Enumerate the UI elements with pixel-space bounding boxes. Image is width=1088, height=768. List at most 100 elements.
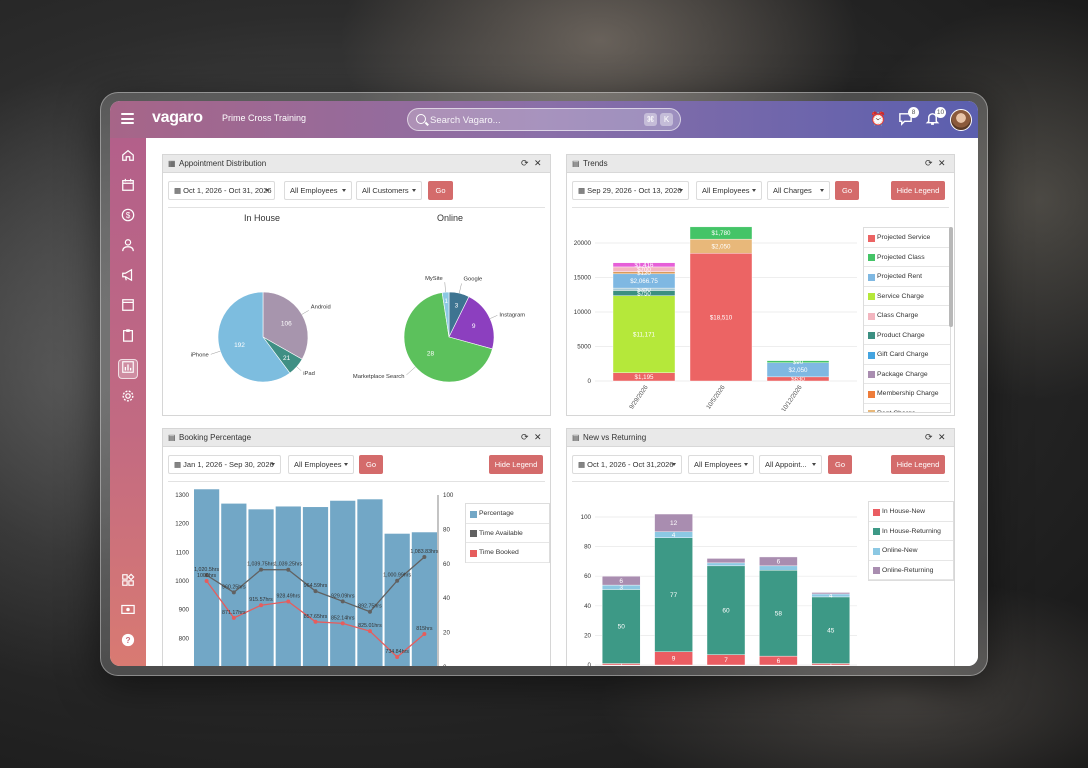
go-button[interactable]: Go <box>428 181 453 200</box>
pie-name-label: iPad <box>303 371 315 377</box>
go-button[interactable]: Go <box>359 455 383 474</box>
close-icon[interactable]: ✕ <box>938 432 946 442</box>
reports-icon[interactable] <box>118 359 138 379</box>
search-bar[interactable]: ⌘ K <box>407 108 681 131</box>
trends-legend: Projected Service Projected Class Projecte… <box>863 227 951 413</box>
refresh-icon[interactable]: ⟳ <box>521 158 529 168</box>
megaphone-icon[interactable] <box>118 268 138 288</box>
legend-item[interactable]: In House-New <box>869 502 953 522</box>
legend-item[interactable]: Gift Card Charge <box>864 345 950 365</box>
bar-segment-label: 3 <box>619 585 623 592</box>
svg-text:?: ? <box>125 635 130 645</box>
legend-item[interactable]: Rent Charge <box>864 404 950 412</box>
hide-legend-button[interactable]: Hide Legend <box>891 455 945 474</box>
pie-name-label: Google <box>464 276 483 282</box>
calendar-icon[interactable] <box>118 178 138 198</box>
help-icon[interactable]: ? <box>118 633 138 653</box>
close-icon[interactable]: ✕ <box>938 158 946 168</box>
refresh-icon[interactable]: ⟳ <box>521 432 529 442</box>
apps-icon[interactable] <box>118 573 138 593</box>
panel-header: ▤ New vs Returning ⟳ ✕ <box>567 429 954 447</box>
cash-icon[interactable] <box>118 602 138 622</box>
date-range-select[interactable]: ▦ Oct 1, 2026 - Oct 31, 2026 <box>168 181 275 200</box>
point-label: 871.17hrs <box>222 610 246 616</box>
employees-select[interactable]: All Employees <box>696 181 762 200</box>
legend-item[interactable]: Time Available <box>466 524 549 543</box>
legend-item[interactable]: Service Charge <box>864 287 950 306</box>
legend-item[interactable]: Time Booked <box>466 543 549 563</box>
line-point <box>313 619 318 624</box>
legend-item[interactable]: Projected Service <box>864 228 950 248</box>
chat-icon[interactable]: 8 <box>897 107 919 127</box>
go-button[interactable]: Go <box>835 181 859 200</box>
window-icon[interactable] <box>118 298 138 318</box>
legend-item[interactable]: In House-Returning <box>869 522 953 541</box>
legend-item[interactable]: Class Charge <box>864 306 950 326</box>
legend-item[interactable]: Online-Returning <box>869 561 953 580</box>
line-point <box>259 603 264 608</box>
employees-select[interactable]: All Employees <box>688 455 754 474</box>
bar-segment-label: $1,416 <box>635 262 654 269</box>
settings-icon[interactable] <box>118 389 138 409</box>
bar-segment <box>612 262 676 268</box>
legend-item[interactable]: Product Charge <box>864 326 950 345</box>
messages-badge: 8 <box>908 107 919 118</box>
legend-item[interactable]: Package Charge <box>864 365 950 384</box>
alarm-clock-icon[interactable]: ⏰ <box>870 111 887 126</box>
bar <box>357 499 383 666</box>
search-input[interactable] <box>430 113 630 127</box>
date-range-select[interactable]: ▦ Jan 1, 2026 - Sep 30, 2026 <box>168 455 281 474</box>
employees-select[interactable]: All Employees <box>284 181 352 200</box>
menu-icon[interactable] <box>121 113 134 124</box>
y-tick-label: 10000 <box>574 309 592 316</box>
bar-segment-label: 58 <box>775 610 783 617</box>
user-icon[interactable] <box>118 238 138 258</box>
refresh-icon[interactable]: ⟳ <box>925 158 933 168</box>
bar-segment-label: 4 <box>672 532 676 539</box>
bar-segment <box>612 295 676 373</box>
bar-segment <box>654 513 693 532</box>
bell-icon[interactable]: 10 <box>924 107 946 127</box>
search-icon <box>416 114 426 124</box>
legend-item[interactable]: Membership Charge <box>864 384 950 404</box>
bar <box>248 509 274 666</box>
legend-item[interactable]: Projected Rent <box>864 267 950 287</box>
cmd-key: ⌘ <box>644 113 657 126</box>
hide-legend-button[interactable]: Hide Legend <box>489 455 543 474</box>
pie-value-label: 28 <box>427 350 435 357</box>
avatar[interactable] <box>950 109 972 131</box>
date-range-select[interactable]: ▦ Sep 29, 2026 - Oct 13, 2026 <box>572 181 689 200</box>
legend-item[interactable]: Online-New <box>869 541 953 561</box>
date-range-select[interactable]: ▦ Oct 1, 2026 - Oct 31,2026 <box>572 455 682 474</box>
pie-name-label: Android <box>311 304 331 310</box>
home-icon[interactable] <box>118 148 138 168</box>
pie-slice <box>441 291 450 338</box>
dollar-icon[interactable]: $ <box>118 208 138 228</box>
new-vs-returning-panel: ▤ New vs Returning ⟳ ✕ ▦ Oct 1, 2026 - O… <box>566 428 955 666</box>
bar-segment-label: $2,050 <box>712 243 731 250</box>
close-icon[interactable]: ✕ <box>534 432 542 442</box>
clipboard-icon[interactable] <box>118 328 138 348</box>
charges-select[interactable]: All Charges <box>767 181 830 200</box>
appointments-select[interactable]: All Appoint... <box>759 455 822 474</box>
booking-chart: 800 900 1000 1100 1200 1300 0 20 40 60 80 100 1,020.… <box>175 489 454 666</box>
y-tick-label: 5000 <box>577 344 591 351</box>
alerts-badge: 10 <box>935 107 946 118</box>
close-icon[interactable]: ✕ <box>534 158 542 168</box>
point-label: 857.65hrs <box>304 614 328 620</box>
legend-scrollbar[interactable] <box>949 227 953 327</box>
customers-select[interactable]: All Customers <box>356 181 422 200</box>
go-button[interactable]: Go <box>828 455 852 474</box>
point-label: 734.84hrs <box>385 649 409 655</box>
hide-legend-button[interactable]: Hide Legend <box>891 181 945 200</box>
business-name[interactable]: Prime Cross Training <box>222 113 307 123</box>
legend-item[interactable]: Projected Class <box>864 248 950 267</box>
refresh-icon[interactable]: ⟳ <box>925 432 933 442</box>
panel-title: Appointment Distribution <box>179 159 267 168</box>
bar-segment-label: $1,195 <box>635 374 654 381</box>
employees-select[interactable]: All Employees <box>288 455 354 474</box>
legend-item[interactable]: Percentage <box>466 504 549 524</box>
logo[interactable]: vagaro <box>152 109 203 126</box>
line-point <box>204 573 209 578</box>
y-tick-label: 0 <box>588 378 592 385</box>
